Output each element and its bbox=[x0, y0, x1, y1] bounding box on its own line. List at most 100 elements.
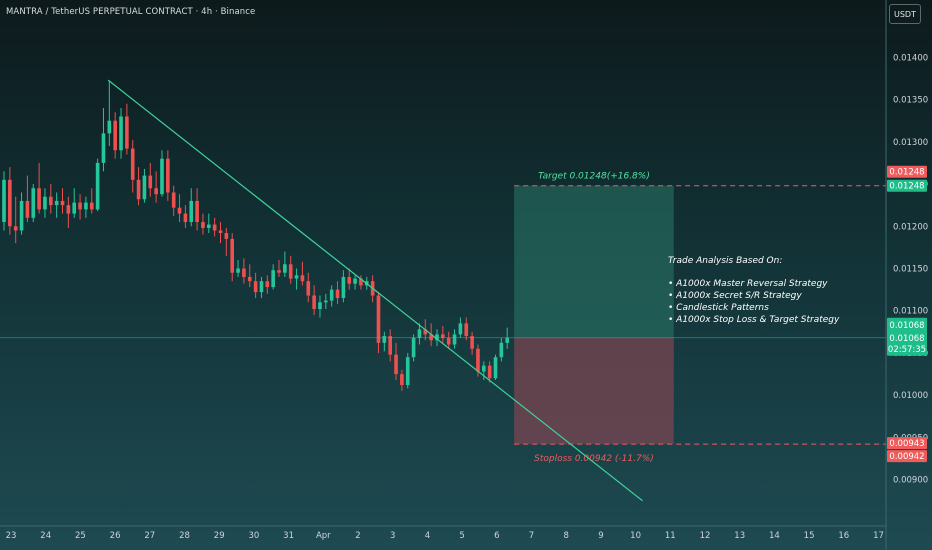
price-axis: 0.014000.013500.013000.012500.012000.011… bbox=[885, 0, 928, 550]
price-tick-label: 0.01200 bbox=[893, 222, 928, 232]
time-tick-label: 9 bbox=[598, 531, 603, 541]
time-tick-label: 5 bbox=[459, 531, 464, 541]
candle bbox=[48, 196, 53, 206]
candle bbox=[341, 276, 346, 299]
trade-analysis-item: A1000x Secret S/R Strategy bbox=[668, 290, 839, 302]
candle bbox=[148, 175, 153, 189]
trade-analysis-title: Trade Analysis Based On: bbox=[668, 256, 783, 266]
candle bbox=[283, 264, 287, 273]
time-tick-label: 17 bbox=[873, 531, 884, 541]
candle bbox=[60, 200, 65, 206]
candle bbox=[212, 224, 217, 231]
candle bbox=[452, 334, 457, 345]
candle bbox=[177, 207, 182, 214]
time-tick-label: 29 bbox=[214, 531, 225, 541]
candle bbox=[435, 334, 439, 341]
candle bbox=[218, 230, 223, 234]
target-price-tag: 0.01248 bbox=[889, 182, 924, 192]
candle bbox=[19, 200, 24, 231]
candle bbox=[230, 238, 235, 273]
candle bbox=[312, 295, 316, 310]
time-tick-label: Apr bbox=[316, 531, 331, 541]
candle bbox=[195, 200, 199, 223]
candle bbox=[84, 202, 88, 210]
target-zone bbox=[514, 185, 674, 338]
stoploss-price-tag-bg bbox=[887, 450, 927, 463]
candle bbox=[224, 233, 229, 239]
candle bbox=[95, 162, 100, 210]
candle bbox=[119, 116, 123, 151]
candle bbox=[72, 202, 77, 214]
time-tick-label: 7 bbox=[529, 531, 534, 541]
candle bbox=[136, 179, 141, 200]
price-tick-label: 0.01350 bbox=[893, 96, 928, 106]
time-tick-label: 26 bbox=[110, 531, 121, 541]
candle bbox=[8, 179, 12, 227]
time-tick-label: 13 bbox=[734, 531, 745, 541]
time-tick-label: 28 bbox=[179, 531, 190, 541]
candle bbox=[464, 323, 469, 337]
stoploss-price-tag-upper-bg bbox=[887, 437, 927, 450]
candle bbox=[265, 281, 270, 288]
candle bbox=[54, 200, 59, 206]
candles-layer bbox=[2, 80, 510, 391]
candle bbox=[405, 357, 410, 386]
candle bbox=[376, 295, 381, 343]
price-tick-label: 0.01000 bbox=[893, 391, 928, 401]
candle bbox=[253, 281, 258, 293]
trade-analysis-note: Trade Analysis Based On: A1000x Master R… bbox=[668, 255, 839, 326]
candle bbox=[31, 188, 36, 218]
target-price-tag-upper-bg bbox=[887, 165, 927, 178]
time-tick-label: 24 bbox=[40, 531, 51, 541]
target-label: Target 0.01248(+16.8%) bbox=[538, 172, 650, 182]
candle bbox=[101, 133, 106, 163]
candle bbox=[183, 213, 188, 223]
current-price-tag-upper: 0.01068 bbox=[889, 321, 924, 331]
candle bbox=[130, 148, 135, 180]
position-zones: Target 0.01248(+16.8%) Stoploss 0.00942 (… bbox=[514, 172, 674, 464]
time-tick-label: 25 bbox=[75, 531, 86, 541]
candle bbox=[359, 278, 363, 286]
candle bbox=[113, 120, 117, 151]
price-tags: 0.01248 0.01248 0.00943 0.00942 0.01068 0.010… bbox=[887, 165, 927, 463]
candle bbox=[318, 302, 322, 310]
candle bbox=[13, 226, 18, 231]
candle bbox=[259, 281, 264, 293]
countdown-tag: 02:57:35 bbox=[888, 345, 926, 355]
time-tick-label: 8 bbox=[563, 531, 568, 541]
candle bbox=[400, 374, 404, 386]
time-tick-label: 15 bbox=[804, 531, 815, 541]
candle bbox=[25, 200, 30, 218]
candle bbox=[271, 270, 275, 288]
candle bbox=[487, 365, 492, 379]
price-tick-label: 0.01400 bbox=[893, 53, 928, 63]
current-price-tag: 0.01068 bbox=[889, 334, 924, 344]
candle bbox=[242, 268, 246, 277]
time-tick-label: 31 bbox=[283, 531, 294, 541]
time-tick-label: 23 bbox=[6, 531, 17, 541]
candle bbox=[89, 202, 94, 210]
candle bbox=[429, 334, 433, 341]
candle bbox=[493, 357, 498, 379]
currency-button[interactable]: USDT bbox=[889, 4, 921, 24]
candle bbox=[166, 158, 170, 193]
candle bbox=[458, 323, 463, 335]
candle bbox=[277, 270, 281, 273]
candle bbox=[423, 329, 428, 335]
candle bbox=[189, 200, 194, 223]
candle bbox=[417, 329, 422, 338]
time-tick-label: 3 bbox=[390, 531, 395, 541]
candle bbox=[107, 120, 112, 134]
candle bbox=[470, 336, 474, 349]
candle bbox=[353, 278, 357, 284]
candle bbox=[481, 365, 486, 372]
target-price-tag-bg bbox=[887, 179, 927, 192]
trade-analysis-item: A1000x Master Reversal Strategy bbox=[668, 278, 839, 290]
candle bbox=[347, 276, 352, 284]
candle bbox=[476, 348, 480, 372]
candle bbox=[247, 276, 252, 282]
candle bbox=[411, 337, 416, 358]
time-tick-label: 30 bbox=[248, 531, 259, 541]
current-price-tag-bg bbox=[887, 317, 927, 356]
